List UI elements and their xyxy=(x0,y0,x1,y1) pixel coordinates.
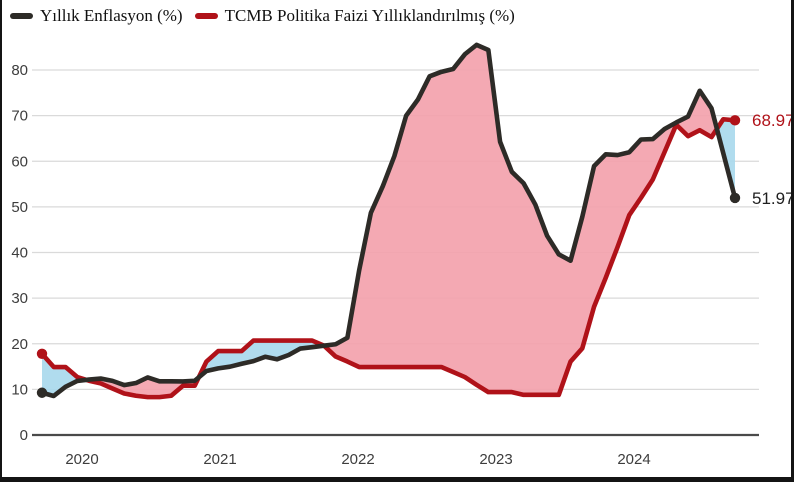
svg-text:70: 70 xyxy=(11,108,28,125)
policy-rate-line xyxy=(39,116,738,400)
svg-text:2020: 2020 xyxy=(65,451,98,468)
svg-text:50: 50 xyxy=(11,199,28,216)
svg-text:60: 60 xyxy=(11,153,28,170)
svg-text:20: 20 xyxy=(11,336,28,353)
svg-text:2021: 2021 xyxy=(203,451,236,468)
axis-labels: 0 10 20 30 40 50 60 70 80 2020 2021 2022 2023 2024 xyxy=(11,62,650,468)
svg-text:10: 10 xyxy=(11,381,28,398)
chart-legend: Yıllık Enflasyon (%) TCMB Politika Faizi… xyxy=(10,6,515,26)
svg-text:2024: 2024 xyxy=(617,451,650,468)
svg-text:2022: 2022 xyxy=(341,451,374,468)
endpoint-dots xyxy=(36,115,741,398)
svg-text:0: 0 xyxy=(20,427,28,444)
inflation-line-swatch-icon xyxy=(10,13,33,19)
svg-text:2023: 2023 xyxy=(479,451,512,468)
svg-text:80: 80 xyxy=(11,62,28,79)
policy-end-value-label: 68.97 xyxy=(752,111,794,130)
policy-line-swatch-icon xyxy=(194,13,218,19)
legend-label-inflation: Yıllık Enflasyon (%) xyxy=(40,6,183,25)
inflation-end-value-label: 51.97 xyxy=(752,189,794,208)
legend-item-policy: TCMB Politika Faizi Yıllıklandırılmış (%… xyxy=(194,6,515,26)
inflation-line xyxy=(39,42,738,399)
svg-text:40: 40 xyxy=(11,245,28,262)
svg-text:30: 30 xyxy=(11,290,28,307)
legend-label-policy: TCMB Politika Faizi Yıllıklandırılmış (%… xyxy=(224,6,515,25)
legend-item-inflation: Yıllık Enflasyon (%) xyxy=(10,6,183,26)
